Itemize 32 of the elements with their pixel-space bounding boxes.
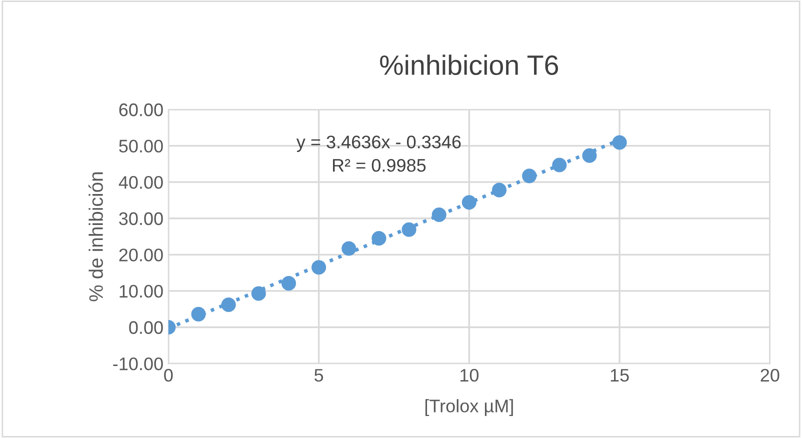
x-axis-title: [Trolox µM] [425,399,513,416]
point [372,231,386,246]
point [191,306,206,322]
point [221,297,236,312]
x-tick-label: 15 [610,369,629,382]
point [492,182,507,198]
point [312,260,326,275]
y-tick-label: 20.00 [119,248,163,262]
point [522,168,537,184]
y-tick-label: 40.00 [118,176,163,189]
point [281,276,296,291]
x-tick-label: 10 [460,368,479,382]
y-tick-label: 0.00 [129,321,163,334]
y-tick-label: 10.00 [120,284,163,298]
x-tick-label: 0 [164,368,173,382]
x-tick-label: 20 [760,368,780,382]
point [552,158,567,172]
y-tick-label: 50.00 [119,140,163,153]
point [432,207,446,222]
y-tick-label: 60.00 [119,103,163,116]
x-tick-label: 5 [314,369,324,382]
point [342,241,356,256]
y-tick-label: -10.00 [113,357,163,370]
point [462,195,476,210]
chart-title: %inhibicion T6 [380,54,558,76]
point [251,286,266,301]
point [402,222,416,237]
y-tick-label: 30.00 [119,212,163,226]
annotation: y = 3.4636x - 0.3346 R² = 0.9985 [296,136,461,172]
point [582,148,597,163]
y-axis-title: % de inhibición [88,172,103,302]
point [612,135,627,150]
